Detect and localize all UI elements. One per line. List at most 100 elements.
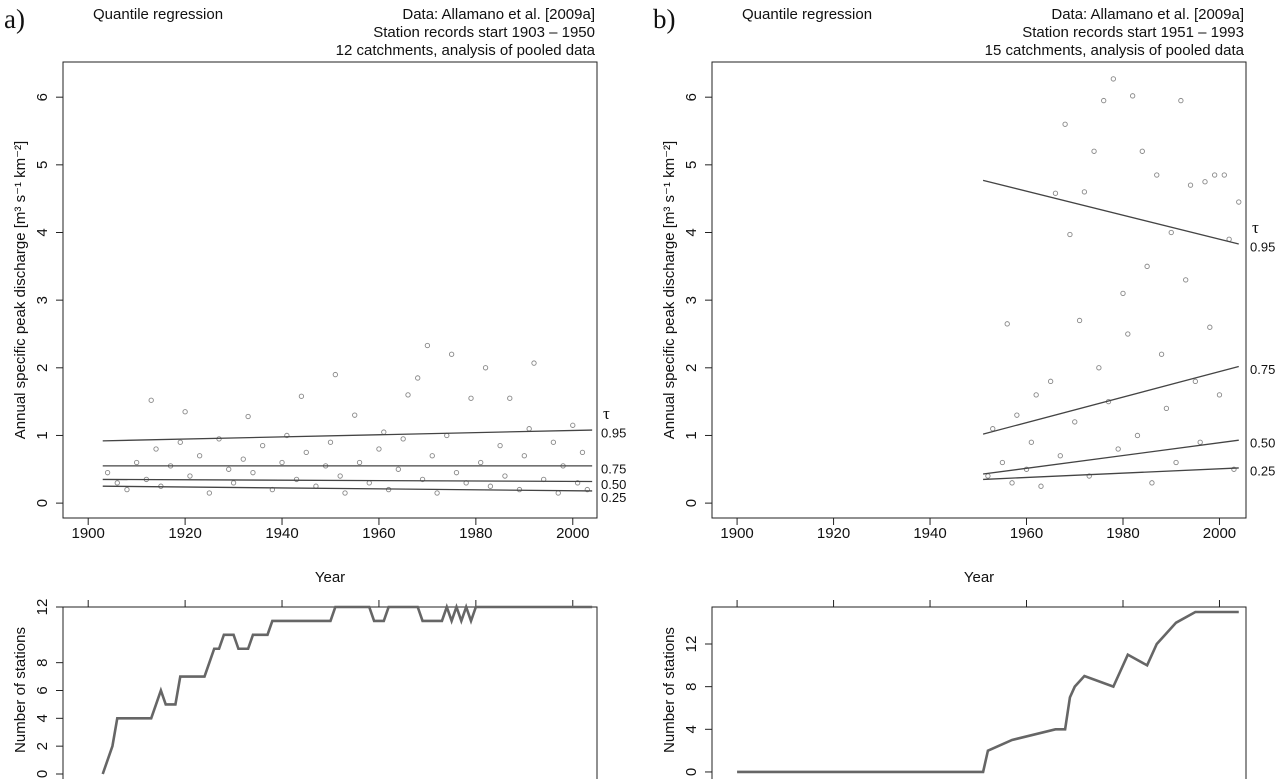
data-point xyxy=(1129,93,1136,99)
data-point xyxy=(342,490,348,496)
y-tick-label: 0 xyxy=(34,499,51,507)
annotation: Data: Allamano et al. [2009a] xyxy=(402,6,595,23)
data-point xyxy=(250,470,256,476)
data-point xyxy=(104,470,111,476)
annotation: Station records start 1903 – 1950 xyxy=(373,24,595,41)
data-point xyxy=(531,360,537,366)
y-tick-label: 4 xyxy=(683,228,700,236)
quantile-label: 0.50 xyxy=(1250,436,1275,451)
quantile-line xyxy=(102,485,593,492)
quantile-line xyxy=(982,365,1239,435)
x-tick-label: 1980 xyxy=(1106,525,1139,542)
panel-label: b) xyxy=(653,4,676,34)
data-point xyxy=(177,439,183,445)
y-tick-label: 0 xyxy=(683,768,700,776)
data-point xyxy=(1216,392,1223,398)
tau-label: τ xyxy=(1252,218,1259,237)
x-tick-label: 2000 xyxy=(556,525,589,542)
data-point xyxy=(1183,277,1189,283)
data-point xyxy=(293,476,300,483)
data-point xyxy=(395,466,401,472)
data-point xyxy=(148,397,154,403)
data-point xyxy=(405,392,411,398)
data-point xyxy=(1067,231,1073,238)
data-point xyxy=(1115,446,1121,452)
data-point xyxy=(196,453,203,459)
data-point xyxy=(279,459,285,466)
data-point xyxy=(1139,148,1145,154)
data-point xyxy=(424,342,431,349)
data-point xyxy=(1038,483,1044,489)
data-point xyxy=(327,439,334,445)
data-point xyxy=(478,459,484,466)
data-point xyxy=(1154,172,1160,178)
plot-frame xyxy=(62,606,598,779)
y-tick-label: 12 xyxy=(683,636,700,653)
data-point xyxy=(226,466,232,472)
quantile-label: 0.95 xyxy=(1250,239,1275,254)
quantile-label: 0.75 xyxy=(1250,362,1275,377)
plot-frame xyxy=(62,61,598,519)
y-tick-label: 0 xyxy=(683,499,700,507)
data-point xyxy=(497,442,503,449)
data-point xyxy=(134,459,140,466)
quantile-line xyxy=(983,467,1239,481)
data-point xyxy=(1134,432,1141,439)
data-point xyxy=(259,442,266,449)
data-point xyxy=(1125,331,1131,337)
data-point xyxy=(1086,473,1092,479)
data-point xyxy=(434,490,440,496)
x-tick-label: 2000 xyxy=(1203,525,1236,542)
data-point xyxy=(419,476,426,483)
data-point xyxy=(1231,466,1237,472)
data-point xyxy=(990,426,996,432)
data-point xyxy=(526,426,532,432)
plot-frame xyxy=(711,61,1247,519)
data-point xyxy=(381,429,387,435)
data-point xyxy=(482,365,489,371)
data-point xyxy=(230,480,237,486)
y-tick-label: 8 xyxy=(683,682,700,690)
y-tick-label: 2 xyxy=(34,742,51,750)
x-axis-label: Year xyxy=(315,569,345,586)
data-point xyxy=(1178,97,1184,104)
y-tick-label: 2 xyxy=(683,364,700,372)
y-tick-label: 8 xyxy=(34,658,51,666)
data-point xyxy=(1052,190,1059,196)
data-point xyxy=(985,473,991,479)
data-point xyxy=(521,453,527,459)
data-point xyxy=(1173,459,1179,466)
data-point xyxy=(1158,351,1165,357)
data-point xyxy=(1047,378,1054,384)
data-point xyxy=(1149,480,1155,486)
data-point xyxy=(1091,148,1097,154)
data-point xyxy=(502,473,508,479)
quantile-line xyxy=(983,439,1239,475)
data-point xyxy=(153,446,159,452)
data-point xyxy=(182,409,188,415)
data-point xyxy=(400,436,406,442)
data-point xyxy=(999,459,1006,466)
data-point xyxy=(584,486,590,493)
data-point xyxy=(284,432,290,439)
quantile-line xyxy=(982,179,1239,245)
x-tick-label: 1960 xyxy=(362,525,395,542)
data-point xyxy=(352,412,358,418)
data-point xyxy=(124,486,130,493)
data-point xyxy=(468,395,474,401)
station-count-line xyxy=(737,610,1239,774)
y-axis-label: Number of stations xyxy=(12,627,29,753)
data-point xyxy=(1062,121,1068,127)
data-point xyxy=(1096,365,1102,371)
data-point xyxy=(570,422,576,428)
data-point xyxy=(1120,290,1126,297)
data-point xyxy=(1004,321,1010,327)
data-point xyxy=(550,439,557,445)
quantile-line xyxy=(102,429,593,442)
data-point xyxy=(332,371,338,378)
y-tick-label: 3 xyxy=(34,296,51,304)
data-point xyxy=(1211,172,1218,178)
data-point xyxy=(1110,76,1116,82)
data-point xyxy=(240,456,246,462)
